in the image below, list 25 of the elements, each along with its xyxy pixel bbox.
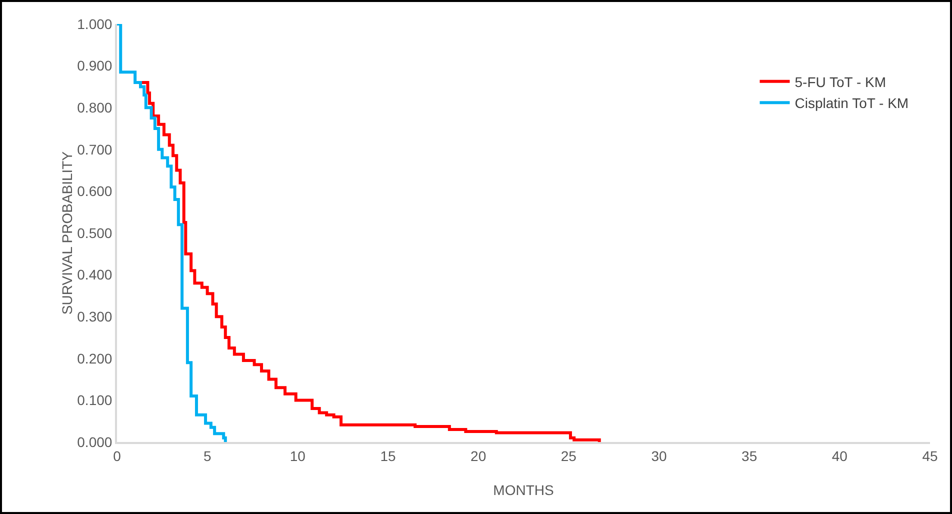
- x-tick-label: 40: [832, 448, 848, 464]
- x-axis-title: MONTHS: [493, 482, 554, 498]
- y-tick-label: 0.400: [77, 266, 112, 283]
- legend-label: Cisplatin ToT - KM: [794, 95, 909, 112]
- legend-label: 5-FU ToT - KM: [794, 74, 886, 90]
- x-tick-label: 5: [203, 448, 212, 464]
- x-tick-label: 35: [742, 448, 758, 464]
- y-tick-label: 0.200: [77, 350, 112, 366]
- x-tick-label: 20: [470, 448, 486, 464]
- y-tick-label: 0.900: [77, 58, 112, 74]
- y-tick-label: 0.000: [77, 434, 112, 450]
- y-tick-label: 1.000: [77, 16, 112, 32]
- x-tick-label: 45: [922, 448, 938, 464]
- y-tick-label: 0.300: [77, 308, 112, 324]
- x-tick-label: 15: [380, 448, 396, 464]
- y-tick-label: 0.500: [77, 224, 112, 241]
- x-tick-label: 30: [651, 448, 667, 464]
- x-tick-label: 0: [113, 448, 122, 464]
- y-tick-label: 0.800: [77, 100, 112, 116]
- x-tick-label: 10: [290, 448, 306, 464]
- y-tick-label: 0.700: [77, 141, 112, 158]
- x-tick-label: 25: [560, 448, 577, 464]
- y-tick-label: 0.100: [77, 392, 112, 408]
- y-tick-label: 0.600: [77, 183, 112, 200]
- y-axis-title: SURVIVAL PROBABILITY: [59, 150, 76, 315]
